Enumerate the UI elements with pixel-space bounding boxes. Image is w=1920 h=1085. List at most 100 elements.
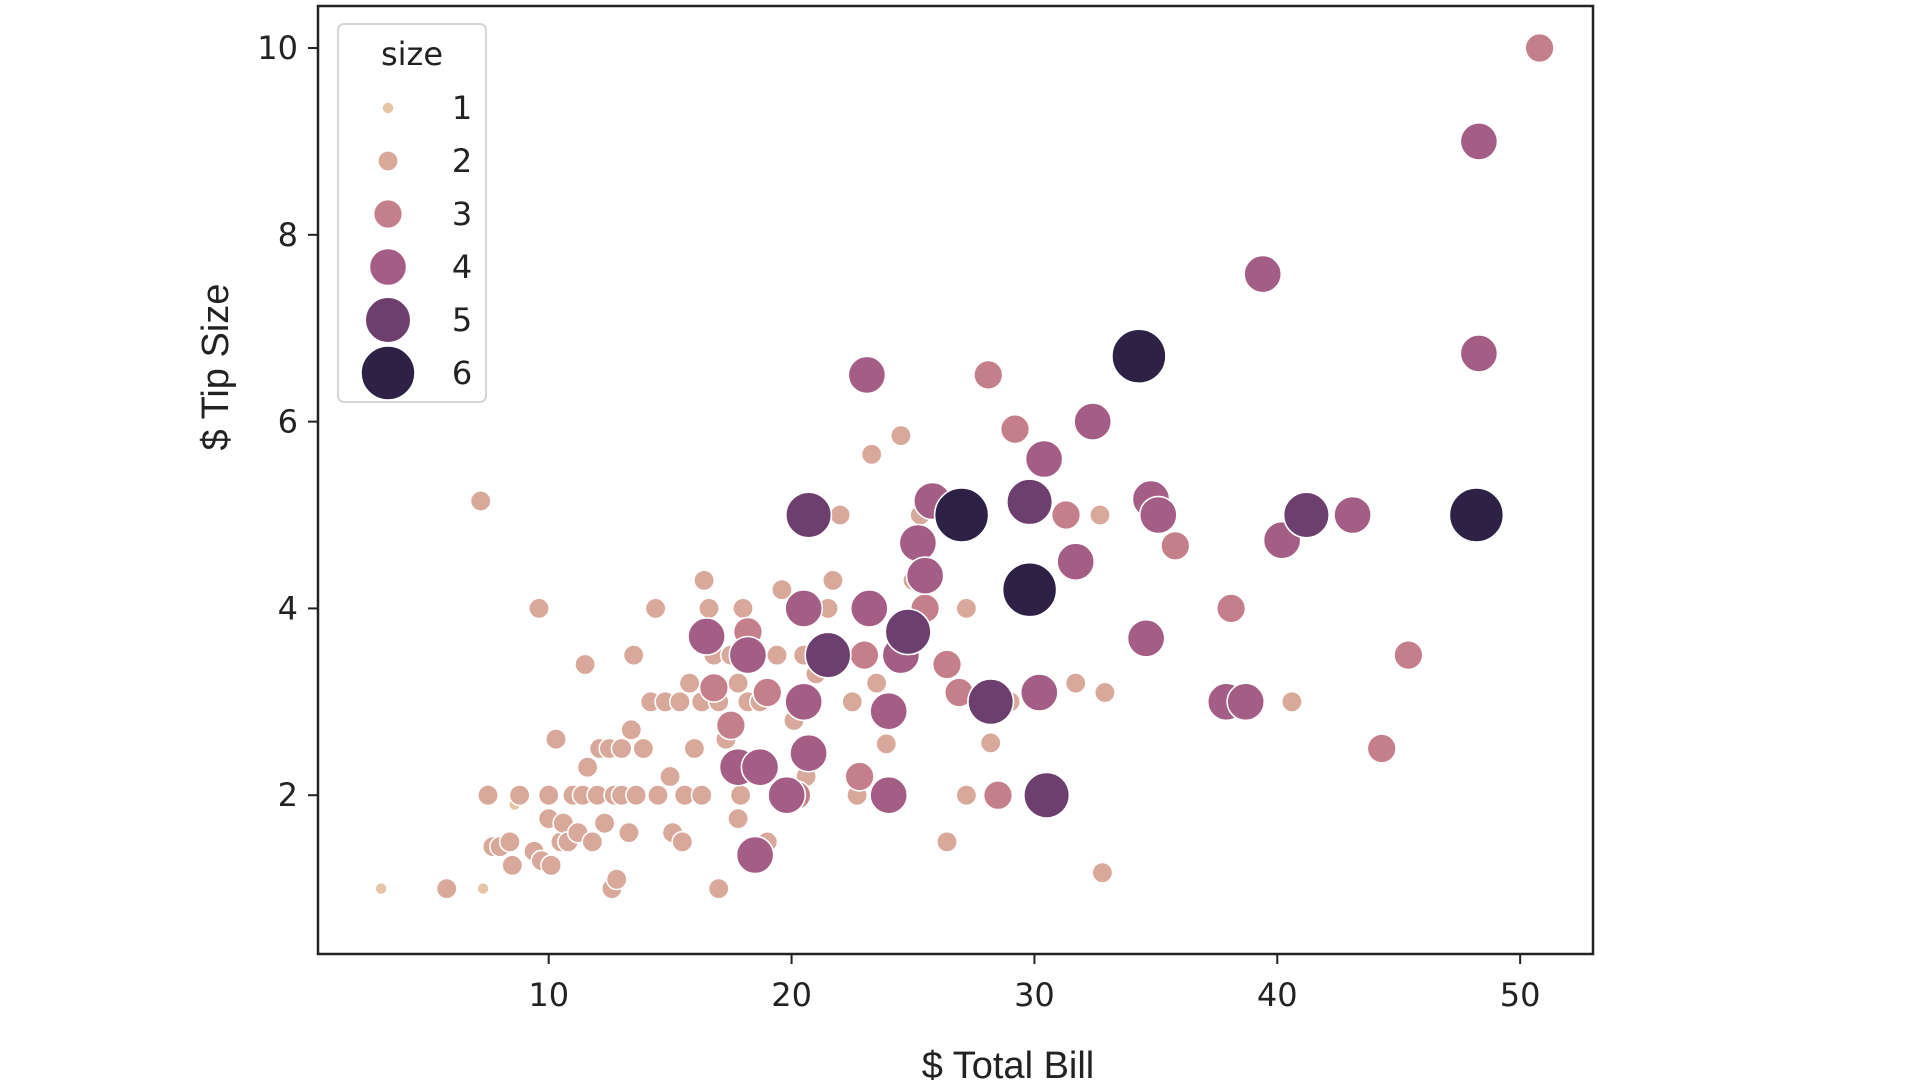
data-point bbox=[593, 812, 616, 835]
data-point bbox=[435, 877, 458, 900]
data-point bbox=[735, 835, 775, 875]
data-point bbox=[931, 649, 963, 680]
legend-label: 6 bbox=[452, 354, 472, 392]
data-point bbox=[476, 881, 490, 896]
data-point bbox=[1073, 402, 1113, 442]
data-point bbox=[999, 413, 1031, 445]
data-point bbox=[693, 569, 716, 592]
data-point bbox=[765, 644, 788, 667]
data-point bbox=[1160, 530, 1191, 561]
data-point bbox=[715, 709, 747, 741]
data-point bbox=[576, 756, 599, 779]
x-axis-ticks: 10 20 30 40 50 bbox=[528, 954, 1541, 1014]
data-point bbox=[469, 489, 492, 512]
data-point bbox=[476, 784, 499, 807]
data-point bbox=[784, 491, 833, 539]
data-point bbox=[1243, 254, 1283, 294]
data-point bbox=[544, 728, 567, 751]
data-point bbox=[789, 733, 829, 773]
legend-marker bbox=[368, 247, 408, 287]
data-point bbox=[1024, 439, 1064, 479]
data-point bbox=[829, 503, 852, 526]
data-point bbox=[860, 443, 883, 466]
data-point bbox=[697, 597, 720, 620]
data-point bbox=[1056, 542, 1096, 582]
data-point bbox=[821, 569, 844, 592]
data-point bbox=[1091, 861, 1114, 884]
data-point bbox=[498, 830, 521, 853]
y-tick-label: 2 bbox=[278, 776, 298, 814]
data-point bbox=[728, 635, 768, 675]
legend-label: 5 bbox=[452, 301, 472, 339]
data-point bbox=[844, 761, 875, 792]
data-point bbox=[955, 784, 978, 807]
legend-label: 3 bbox=[452, 195, 472, 233]
data-point bbox=[1001, 561, 1058, 618]
data-point bbox=[982, 779, 1014, 811]
data-point bbox=[1215, 593, 1247, 624]
data-point bbox=[884, 608, 932, 656]
legend-label: 4 bbox=[452, 248, 472, 286]
data-point bbox=[731, 597, 754, 620]
x-tick-label: 30 bbox=[1014, 976, 1055, 1014]
data-point bbox=[1064, 672, 1087, 695]
data-point bbox=[740, 747, 780, 787]
y-axis-title: $ Tip Size bbox=[195, 284, 237, 451]
data-point bbox=[1459, 121, 1499, 161]
y-tick-label: 8 bbox=[278, 216, 298, 254]
data-point bbox=[605, 868, 628, 891]
data-point bbox=[955, 597, 978, 620]
data-point bbox=[767, 775, 807, 815]
data-point bbox=[849, 589, 889, 628]
data-point bbox=[875, 732, 898, 755]
data-point bbox=[847, 355, 887, 395]
x-tick-label: 40 bbox=[1257, 976, 1298, 1014]
data-point bbox=[690, 784, 713, 807]
data-point bbox=[622, 644, 645, 667]
data-point bbox=[632, 737, 655, 760]
data-point bbox=[698, 672, 730, 703]
data-point bbox=[933, 487, 990, 543]
data-point bbox=[905, 556, 945, 596]
data-point bbox=[687, 617, 727, 656]
data-point bbox=[527, 597, 550, 620]
data-point bbox=[979, 731, 1002, 754]
legend: size 1 2 3 4 5 6 bbox=[337, 23, 487, 403]
points-layer bbox=[374, 32, 1555, 900]
data-point bbox=[610, 737, 633, 760]
data-point bbox=[889, 424, 912, 447]
data-point bbox=[625, 784, 648, 807]
data-point bbox=[869, 691, 909, 731]
legend-marker bbox=[364, 296, 412, 344]
data-point bbox=[540, 854, 563, 877]
data-point bbox=[1333, 495, 1373, 535]
data-point bbox=[644, 597, 667, 620]
data-point bbox=[727, 672, 750, 695]
data-point bbox=[1019, 673, 1059, 712]
plot-frame bbox=[316, 4, 1595, 956]
y-tick-label: 6 bbox=[278, 403, 298, 441]
legend-label: 1 bbox=[452, 89, 472, 127]
data-point bbox=[935, 830, 958, 853]
data-point bbox=[617, 821, 640, 844]
data-point bbox=[1282, 491, 1330, 539]
data-point bbox=[581, 830, 604, 853]
data-point bbox=[537, 784, 560, 807]
data-point bbox=[869, 775, 909, 815]
legend-marker bbox=[372, 198, 404, 230]
legend-label: 2 bbox=[452, 142, 472, 180]
data-point bbox=[683, 737, 706, 760]
data-point bbox=[804, 631, 852, 679]
legend-entries: 1 2 3 4 5 6 bbox=[360, 89, 472, 401]
data-point bbox=[1022, 771, 1071, 819]
data-point bbox=[784, 589, 824, 628]
x-tick-label: 50 bbox=[1500, 976, 1541, 1014]
data-point bbox=[1524, 32, 1555, 64]
data-point bbox=[501, 854, 524, 877]
y-axis-ticks: 2 4 6 8 10 bbox=[257, 29, 318, 814]
data-point bbox=[967, 678, 1015, 726]
data-point bbox=[865, 672, 888, 695]
data-point bbox=[707, 877, 730, 900]
legend-marker bbox=[381, 101, 395, 115]
